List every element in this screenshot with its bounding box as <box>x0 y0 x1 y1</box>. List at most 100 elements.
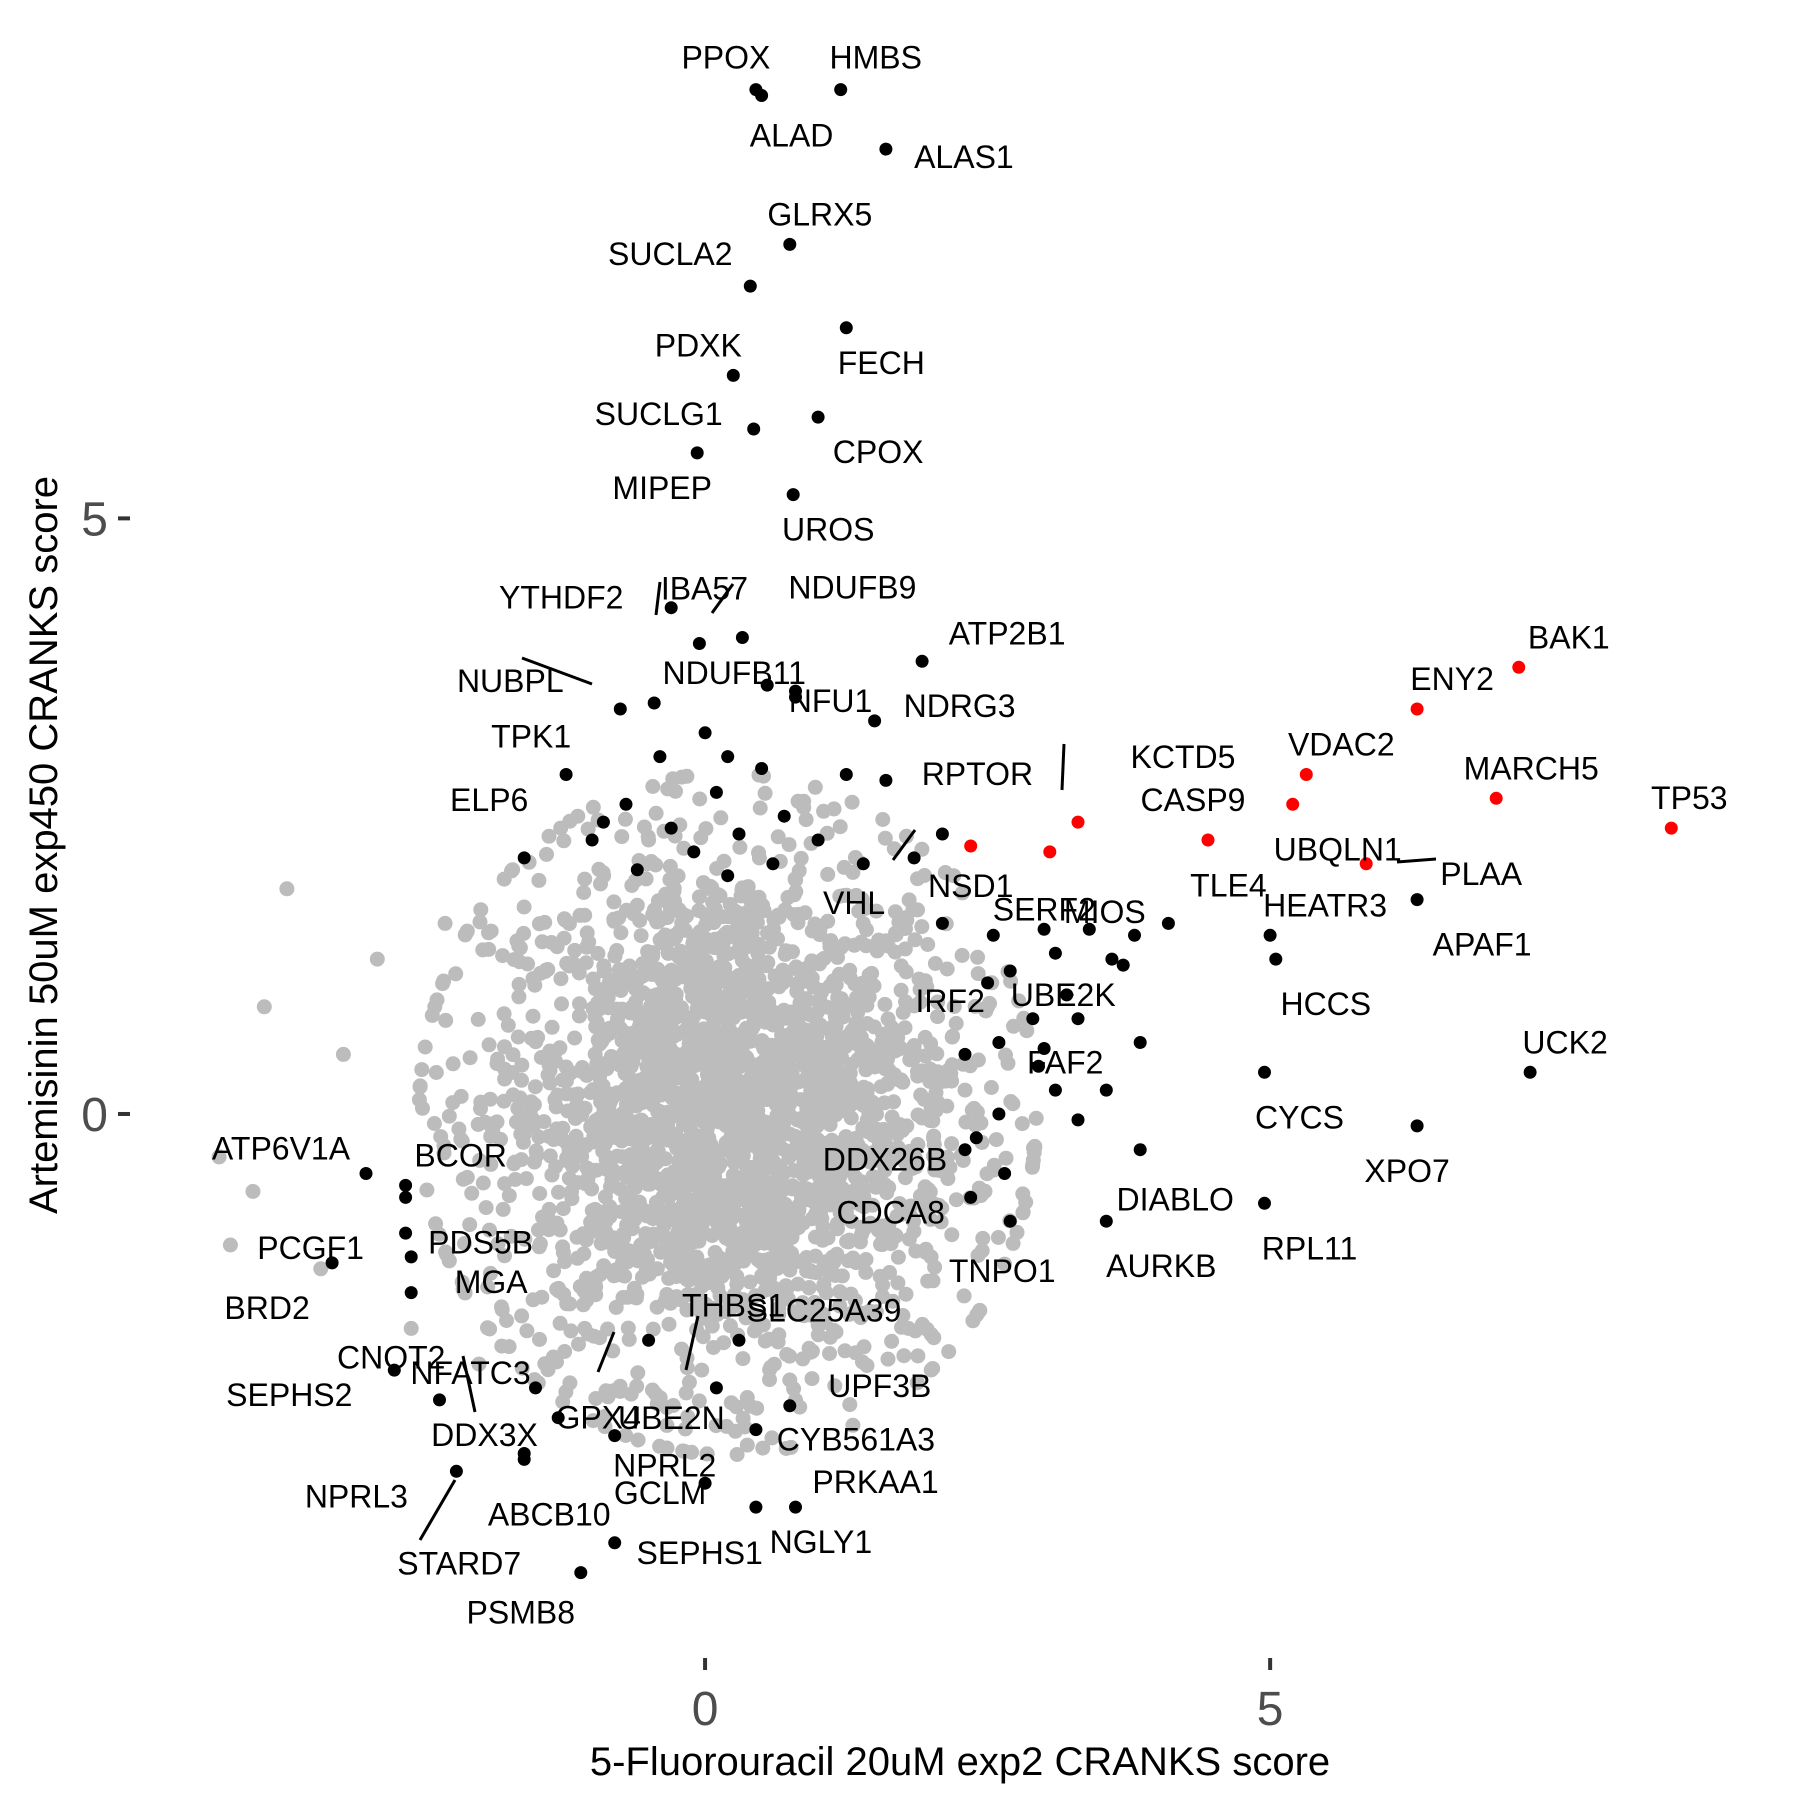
point-glrx5 <box>783 237 797 251</box>
background-point <box>842 1065 858 1081</box>
label-ubqln1: UBQLN1 <box>1274 831 1402 867</box>
background-point <box>624 878 640 893</box>
background-point <box>884 1227 900 1243</box>
background-point <box>927 956 943 971</box>
background-point <box>860 1148 876 1164</box>
background-point <box>771 1172 787 1188</box>
background-point <box>1000 1055 1016 1071</box>
background-point <box>623 1086 638 1101</box>
background-point <box>769 1108 785 1124</box>
background-point <box>1025 1157 1041 1173</box>
background-point <box>600 990 616 1006</box>
background-point <box>556 911 572 927</box>
background-point <box>648 805 664 821</box>
background-point <box>912 982 928 998</box>
background-point <box>784 1245 800 1261</box>
background-point <box>517 1231 533 1247</box>
background-point <box>532 1186 548 1201</box>
background-point <box>770 1066 785 1082</box>
background-point <box>873 1057 888 1073</box>
background-point <box>944 1029 960 1045</box>
background-point <box>940 1171 956 1187</box>
background-point <box>848 1130 864 1146</box>
background-point <box>695 1199 711 1215</box>
point-nfatc3 <box>529 1381 542 1395</box>
background-point <box>922 1073 938 1089</box>
background-point <box>658 1116 673 1131</box>
background-point <box>777 946 793 962</box>
label-ndrg3: NDRG3 <box>904 688 1016 724</box>
background-point <box>599 1262 615 1278</box>
background-point <box>417 1039 433 1055</box>
background-point <box>567 1030 583 1046</box>
significant-point <box>1128 928 1141 942</box>
background-point <box>906 1038 922 1053</box>
background-point <box>804 1305 820 1321</box>
background-point <box>979 1166 995 1182</box>
background-point <box>453 1088 469 1104</box>
background-point <box>691 972 707 987</box>
background-point <box>462 1217 478 1233</box>
point-ythdf2 <box>664 601 678 615</box>
background-point <box>558 1384 574 1400</box>
background-point <box>680 1095 696 1110</box>
background-point <box>835 1180 850 1196</box>
point-gclm <box>698 1476 712 1490</box>
label-eny2: ENY2 <box>1410 661 1494 697</box>
background-point <box>735 1251 751 1267</box>
point-irf2 <box>1003 964 1017 978</box>
background-point <box>557 1344 573 1359</box>
background-point <box>692 1150 708 1166</box>
background-point <box>1009 1224 1025 1240</box>
background-point <box>766 1356 782 1372</box>
background-point <box>734 882 750 898</box>
background-point <box>793 961 809 977</box>
background-point <box>762 1206 778 1222</box>
background-point <box>826 1053 842 1069</box>
label-vhl: VHL <box>823 885 885 921</box>
background-point <box>613 925 629 941</box>
background-point <box>970 949 986 965</box>
background-point <box>631 987 647 1003</box>
label-ddx26b: DDX26B <box>823 1142 948 1178</box>
background-point <box>884 1333 900 1349</box>
background-point <box>693 983 709 999</box>
background-point <box>525 971 541 987</box>
background-point <box>944 1136 960 1152</box>
point-ddx26b <box>958 1143 972 1157</box>
background-point <box>780 1207 796 1223</box>
background-point <box>554 996 569 1012</box>
background-point <box>676 1182 692 1198</box>
background-point <box>716 853 732 869</box>
background-point <box>769 1017 785 1033</box>
background-point <box>828 977 844 993</box>
background-point <box>578 1232 594 1248</box>
background-point <box>957 1082 973 1098</box>
background-point <box>699 938 715 953</box>
background-point <box>641 1266 657 1282</box>
background-point <box>781 837 797 853</box>
background-point <box>779 1347 795 1362</box>
label-suclg1: SUCLG1 <box>595 396 723 432</box>
background-point <box>495 948 511 964</box>
point-brd2 <box>325 1256 339 1270</box>
x-axis-title: 5-Fluorouracil 20uM exp2 CRANKS score <box>590 1740 1330 1784</box>
background-point <box>592 1036 608 1052</box>
background-point <box>868 903 884 919</box>
background-point <box>726 1010 741 1026</box>
background-point <box>888 927 904 943</box>
label-abcb10: ABCB10 <box>488 1496 611 1532</box>
background-point <box>606 894 622 910</box>
background-point <box>659 966 675 982</box>
background-point <box>841 1306 857 1322</box>
background-point <box>530 1029 546 1045</box>
background-point <box>723 1127 739 1143</box>
background-point <box>983 1080 999 1095</box>
point-tpk1 <box>559 768 573 781</box>
background-point <box>807 779 823 795</box>
background-point <box>786 1381 802 1397</box>
background-point <box>856 1079 872 1095</box>
label-brd2: BRD2 <box>224 1290 309 1326</box>
background-point <box>532 1331 547 1347</box>
background-point <box>760 1259 776 1275</box>
